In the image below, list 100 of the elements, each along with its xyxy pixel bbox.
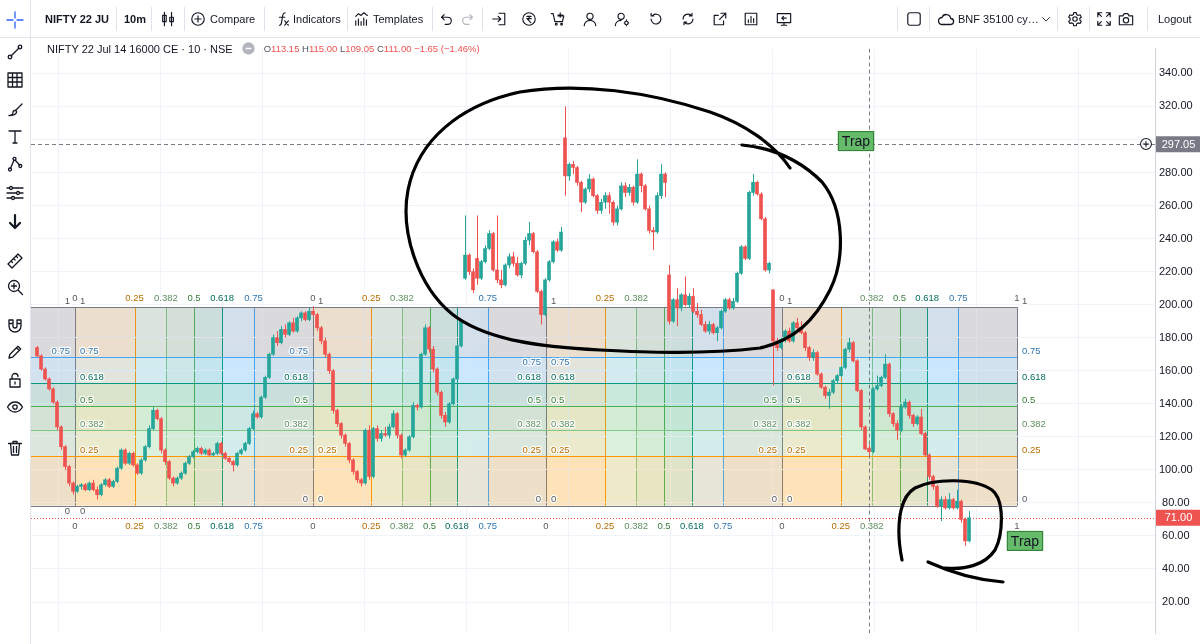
text: 0 <box>535 493 541 505</box>
text: 0 <box>779 519 785 531</box>
y-tick-label: 220.00 <box>1158 264 1193 277</box>
y-tick-label: 140.00 <box>1158 396 1193 409</box>
text: 0.75 <box>244 292 263 304</box>
text: 0.25 <box>787 443 806 455</box>
text: 0.5 <box>527 394 541 406</box>
text: 0.5 <box>422 519 437 531</box>
ref-line-label: 0.618 <box>80 370 104 382</box>
text: 0.75 <box>80 344 99 356</box>
text: 0 <box>64 504 70 516</box>
text: 1 <box>318 295 324 307</box>
text: 0.75 <box>713 519 733 531</box>
text: 0.25 <box>1022 443 1041 455</box>
candlestick <box>675 287 679 327</box>
text: 0.75 <box>478 519 497 531</box>
text: 0.382 <box>390 519 414 531</box>
text: 0 <box>310 519 316 531</box>
text: 0 <box>310 292 316 304</box>
text: 0.75 <box>949 292 968 304</box>
text: 0.618 <box>551 370 575 382</box>
ref-line-label: 0.75 <box>551 356 570 368</box>
candlestick <box>567 162 571 182</box>
y-tick-label: 320.00 <box>1158 99 1193 112</box>
ref-line-label: 1 <box>80 295 86 307</box>
text: 0.25 <box>831 519 850 531</box>
y-tick-label: 180.00 <box>1158 330 1193 343</box>
text: Indicators <box>293 12 341 26</box>
text: 0.75 <box>478 292 497 304</box>
text: Compare <box>210 12 256 26</box>
y-tick-label: 260.00 <box>1158 198 1193 211</box>
text: 1 <box>1022 295 1028 307</box>
text: 0.75 <box>1022 344 1041 356</box>
y-tick-label: 20.00 <box>1162 595 1190 608</box>
candlestick <box>683 276 687 307</box>
text: 0 <box>543 519 549 531</box>
ref-line-label: 297.05 <box>1161 137 1196 150</box>
text: 0.75 <box>289 344 308 356</box>
text: 0.25 <box>362 292 381 304</box>
text: 0.25 <box>289 443 308 455</box>
ref-line-label: 0.5 <box>80 394 94 406</box>
y-tick-label: 160.00 <box>1158 363 1193 376</box>
text: 0.5 <box>294 394 308 406</box>
y-tick-label: 200.00 <box>1158 297 1193 310</box>
text: 0.618 <box>915 292 940 304</box>
text: 1 <box>551 295 557 307</box>
text: 0.382 <box>624 519 649 531</box>
text: BNF 35100 cy… <box>958 12 1039 26</box>
text: 0 <box>779 292 785 304</box>
text: 0.618 <box>210 519 234 531</box>
ref-line-label: 0.25 <box>80 443 99 455</box>
text: 0.382 <box>859 519 884 531</box>
text: 1 <box>787 295 793 307</box>
text: 1 <box>1014 292 1020 304</box>
candlestick <box>679 292 683 312</box>
text: 0.25 <box>758 443 777 455</box>
text: 0.75 <box>244 519 263 531</box>
text: 0.25 <box>551 443 570 455</box>
y-tick-label: 40.00 <box>1162 562 1190 574</box>
text: 0.382 <box>517 417 541 429</box>
y-tick-label: 100.00 <box>1158 462 1193 475</box>
annotation: Trap <box>841 132 871 149</box>
candlestick <box>663 172 667 198</box>
candlestick <box>671 297 675 324</box>
y-tick-label: 120.00 <box>1158 429 1193 442</box>
candlestick <box>463 214 467 281</box>
text: 0 <box>787 493 793 505</box>
text: 0.5 <box>551 394 565 406</box>
text: 0.25 <box>595 292 615 304</box>
text: 0.618 <box>679 519 704 531</box>
text: 0.5 <box>763 394 777 406</box>
ref-line-label: 71.00 <box>1164 511 1193 524</box>
ref-line-label: 0 <box>80 504 86 516</box>
text: 0.75 <box>51 344 70 356</box>
text: 0.618 <box>787 370 811 382</box>
text: 0.382 <box>551 417 575 429</box>
text: 0.25 <box>318 443 337 455</box>
text: 0.5 <box>657 519 671 531</box>
text: 0.382 <box>390 292 414 304</box>
text: 0.25 <box>125 519 144 531</box>
chart-subtitle: O113.15 H115.00 L109.05 C111.00 −1.65 (−1.46%) <box>263 43 480 54</box>
text: 0.618 <box>284 370 308 382</box>
text: 0.382 <box>624 292 649 304</box>
text: 0 <box>72 519 78 531</box>
text: 0.5 <box>787 394 801 406</box>
text: 0.5 <box>1022 394 1036 406</box>
text: 0.382 <box>154 292 178 304</box>
text: 0.382 <box>284 417 308 429</box>
text: 0 <box>318 493 324 505</box>
text: 0 <box>771 493 777 505</box>
annotation: Trap <box>1010 532 1040 549</box>
text: 0.25 <box>125 292 144 304</box>
text: 0.25 <box>362 519 381 531</box>
text: 0 <box>302 493 308 505</box>
text: 0.618 <box>517 370 541 382</box>
chart-title: NIFTY 22 Jul 14 16000 CE · 10 · NSE <box>47 42 233 55</box>
y-tick-label: 80.00 <box>1162 495 1190 508</box>
text: NIFTY 22 JU <box>45 12 109 26</box>
text: 0.618 <box>210 292 234 304</box>
text: 0 <box>1022 493 1028 505</box>
